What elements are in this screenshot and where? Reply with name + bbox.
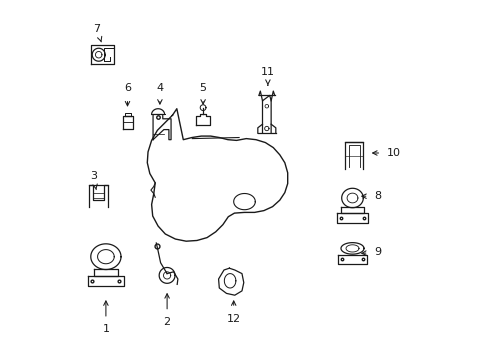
Text: 8: 8 [361, 191, 381, 201]
Text: 10: 10 [372, 148, 400, 158]
Text: 6: 6 [124, 83, 131, 106]
Text: 5: 5 [199, 83, 206, 104]
Text: 1: 1 [102, 301, 109, 334]
Text: 7: 7 [93, 24, 102, 42]
Text: 11: 11 [261, 67, 274, 85]
Text: 4: 4 [156, 83, 163, 104]
Text: 3: 3 [90, 171, 97, 190]
Text: 12: 12 [226, 301, 240, 324]
Text: 2: 2 [163, 294, 170, 327]
Text: 9: 9 [361, 247, 381, 257]
